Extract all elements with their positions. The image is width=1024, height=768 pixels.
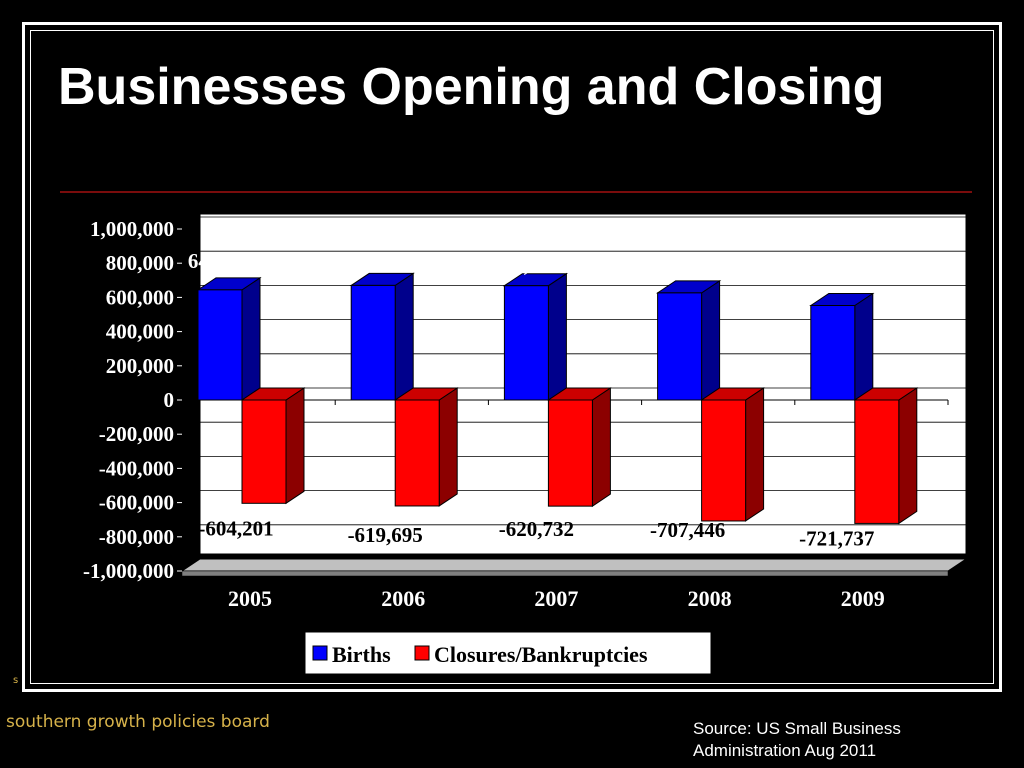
closures-bar-side	[438, 387, 458, 507]
closures-data-label: -721,737	[799, 526, 874, 550]
closures-bar-side	[285, 387, 305, 505]
births-data-label: 552,600	[791, 263, 859, 287]
gridline-side	[181, 353, 201, 367]
y-tick-label: 1,000,000	[90, 217, 174, 241]
closures-bar-2008	[701, 399, 747, 522]
chart-floor	[180, 558, 968, 572]
closures-data-label: -707,446	[650, 518, 725, 542]
source-line-2: Administration Aug 2011	[693, 741, 877, 760]
x-tick-label: 2009	[841, 586, 885, 611]
legend-births-swatch	[312, 645, 328, 661]
legend-box	[304, 631, 712, 675]
gridline-side	[181, 387, 201, 401]
legend-closures-swatch	[414, 645, 430, 661]
gridline-side	[181, 250, 201, 264]
gridline-side	[181, 216, 201, 230]
gridline-side	[181, 456, 201, 469]
closures-bar-side	[745, 387, 765, 522]
births-data-label: 626,400	[643, 252, 711, 276]
births-data-label: 670,058	[343, 249, 411, 273]
closures-bar-2007	[547, 399, 593, 507]
slide-title: Businesses Opening and Closing	[58, 58, 885, 116]
births-bar-side	[547, 272, 567, 401]
births-bar-side	[701, 279, 721, 401]
slide-frame-outer	[22, 22, 1002, 692]
closures-bar-side	[591, 387, 611, 508]
closures-bar-2005	[241, 399, 287, 504]
births-bar-2005	[197, 289, 243, 401]
title-divider	[60, 191, 972, 193]
y-tick-label: -600,000	[99, 491, 174, 515]
y-tick-label: 0	[164, 388, 175, 412]
x-tick-label: 2005	[228, 586, 272, 611]
births-bar-side	[854, 292, 874, 401]
births-bar-2006	[350, 284, 396, 401]
closures-bar-2009	[854, 399, 900, 524]
logo-mark-text: s	[13, 675, 18, 686]
births-data-label: 668,395	[492, 253, 560, 277]
y-tick-label: 800,000	[106, 251, 174, 275]
source-line-1: Source: US Small Business	[693, 719, 901, 738]
closures-data-label: -619,695	[348, 523, 423, 547]
logo-text: southern growth policies board	[6, 712, 270, 732]
births-bar-side	[241, 276, 261, 401]
closures-data-label: -604,201	[198, 516, 273, 540]
births-bar-2007	[503, 285, 549, 401]
logo-mark-icon: s	[13, 675, 18, 686]
gridline-side	[181, 285, 201, 298]
y-tick-label: 200,000	[106, 354, 174, 378]
gridline-side	[181, 421, 201, 435]
y-tick-label: -800,000	[99, 525, 174, 549]
gridline-side	[181, 319, 201, 332]
legend-births-label: Births	[332, 642, 391, 667]
y-tick-label: -200,000	[99, 422, 174, 446]
x-tick-label: 2006	[381, 586, 425, 611]
x-tick-label: 2007	[534, 586, 578, 611]
chart-floor-edge	[181, 570, 949, 577]
y-tick-label: -1,000,000	[83, 559, 174, 583]
closures-bar-2006	[394, 399, 440, 507]
y-tick-label: 600,000	[106, 285, 174, 309]
closures-data-label: -620,732	[499, 517, 574, 541]
x-tick-label: 2008	[688, 586, 732, 611]
legend-closures-label: Closures/Bankruptcies	[434, 642, 648, 667]
births-bar-side	[394, 272, 414, 401]
births-bar-2008	[657, 292, 703, 401]
y-tick-label: -400,000	[99, 456, 174, 480]
gridline-side	[181, 524, 201, 538]
y-tick-label: 400,000	[106, 320, 174, 344]
source-note: Source: US Small Business Administration…	[693, 718, 1013, 762]
closures-bar-side	[898, 387, 918, 525]
births-data-label: 644,122	[188, 249, 256, 273]
slide-frame-inner	[30, 30, 994, 684]
gridline-side	[181, 490, 201, 503]
births-bar-2009	[810, 305, 856, 401]
